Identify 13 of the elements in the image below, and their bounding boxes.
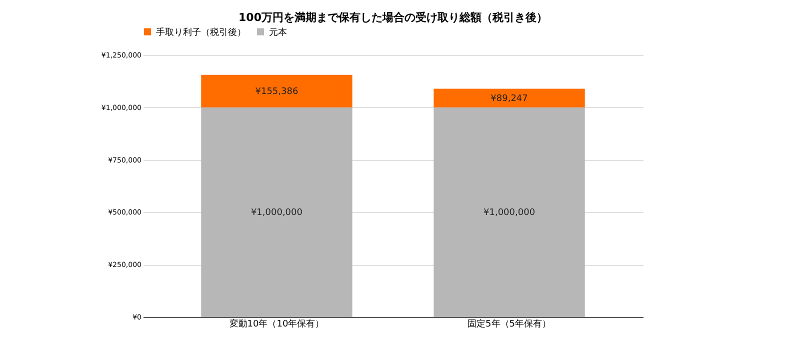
x-tick-label: 固定5年（5年保有） [468,318,552,330]
data-label: ¥1,000,000 [250,208,303,218]
legend-label: 元本 [269,26,287,38]
bar [201,74,352,108]
legend-label: 手取り利子（税引後） [156,26,246,38]
bar [434,88,585,108]
data-label: ¥89,247 [490,94,528,104]
chart-title: 100万円を満期まで保有した場合の受け取り総額（税引き後） [238,11,548,24]
bar [434,107,585,317]
data-label: ¥155,386 [255,87,298,98]
bar [201,107,352,317]
x-tick-label: 変動10年（10年保有） [229,318,324,330]
data-label: ¥1,000,000 [484,208,536,218]
